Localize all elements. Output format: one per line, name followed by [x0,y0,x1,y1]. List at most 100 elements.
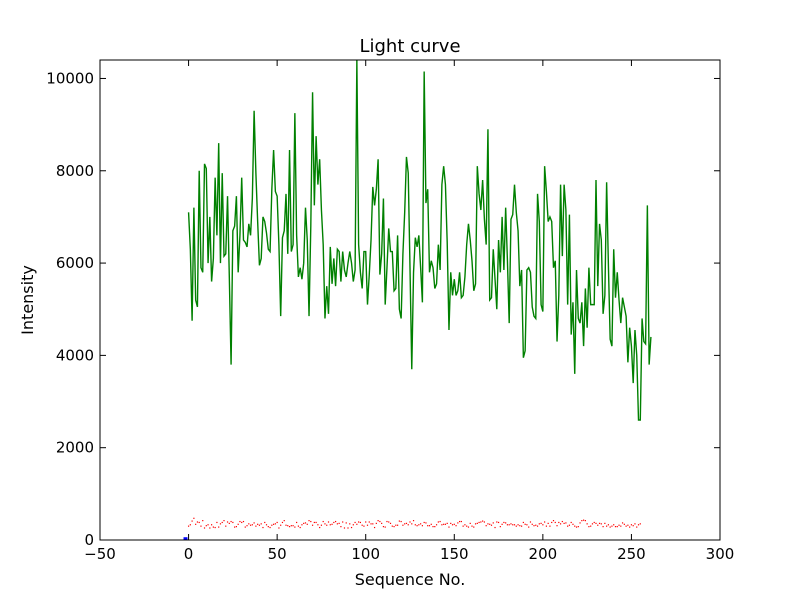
background-point [554,521,556,524]
background-point [453,523,455,525]
background-point [326,524,328,526]
background-point [195,523,197,525]
background-point [225,525,227,527]
background-point [375,522,377,524]
background-point [241,521,243,524]
x-tick-label: 300 [706,545,735,563]
x-axis: −50 0 50 100 150 200 250 300 [84,60,734,563]
background-point [191,520,193,522]
background-point [235,526,237,528]
background-point [446,522,448,524]
background-point [193,517,195,519]
plot-frame [99,59,721,541]
background-point [395,524,397,526]
background-point [404,523,406,525]
background-point [273,523,275,525]
background-point [342,521,344,523]
background-point [211,524,213,526]
background-point [630,524,633,526]
background-point [450,522,452,524]
background-point [209,527,211,529]
background-point [583,519,585,521]
background-point [226,521,229,523]
background-point [386,520,388,523]
y-tick-label: 4000 [56,346,94,364]
background-point [280,524,282,526]
background-point [393,526,395,528]
background-point [425,522,427,524]
background-point [384,526,386,528]
background-point [494,526,496,529]
background-point [333,521,335,524]
background-point [345,522,347,524]
background-point [577,526,579,528]
marker-bar [183,537,188,540]
background-point [506,524,509,526]
background-point [538,523,540,525]
background-point [322,520,324,523]
background-point [304,522,307,524]
background-point [434,526,436,528]
background-point [519,525,521,527]
background-point [542,524,544,526]
background-point [487,523,489,525]
background-point [604,522,606,524]
background-point [448,526,450,528]
background-point [297,525,299,527]
plot-area [183,60,652,540]
background-point [343,527,346,529]
background-point [588,526,590,528]
x-tick-label: 50 [268,545,287,563]
background-point [324,523,326,525]
background-point [202,520,204,522]
background-point [536,525,539,527]
background-point [223,520,225,522]
intensity-line [187,60,652,421]
background-point [281,521,284,524]
background-point [636,526,638,528]
background-point [618,524,620,526]
background-point [567,525,569,527]
background-point [319,526,321,529]
background-point [597,524,599,526]
background-point [563,522,565,524]
background-point [428,525,431,527]
background-point [196,521,199,523]
background-point [517,524,519,526]
background-point [274,523,276,525]
background-point [490,524,493,526]
background-point [616,526,618,528]
background-point [575,526,578,528]
background-point [407,524,409,526]
background-point [320,524,323,526]
background-point [561,520,563,523]
background-point [476,522,478,524]
background-point [600,523,602,525]
background-point [572,523,574,525]
x-tick-label: 150 [440,545,469,563]
background-point [398,520,400,522]
background-point [595,522,597,524]
background-point [489,523,491,525]
background-point [483,521,485,523]
background-point [614,526,617,528]
background-point [365,521,367,523]
background-point [400,520,402,523]
background-point [288,526,291,528]
background-point [359,521,361,524]
background-point [420,523,422,525]
background-point [547,522,549,524]
background-point [391,525,393,527]
background-point [271,524,273,526]
background-point [611,525,613,527]
background-point [329,524,331,526]
x-tick-label: 0 [184,545,194,563]
background-point [586,523,588,525]
background-point [363,525,365,527]
background-point [471,525,473,527]
background-point [221,521,223,524]
background-point [512,524,514,526]
x-tick-label: 100 [351,545,380,563]
y-tick-label: 6000 [56,254,94,272]
background-point [496,521,498,523]
